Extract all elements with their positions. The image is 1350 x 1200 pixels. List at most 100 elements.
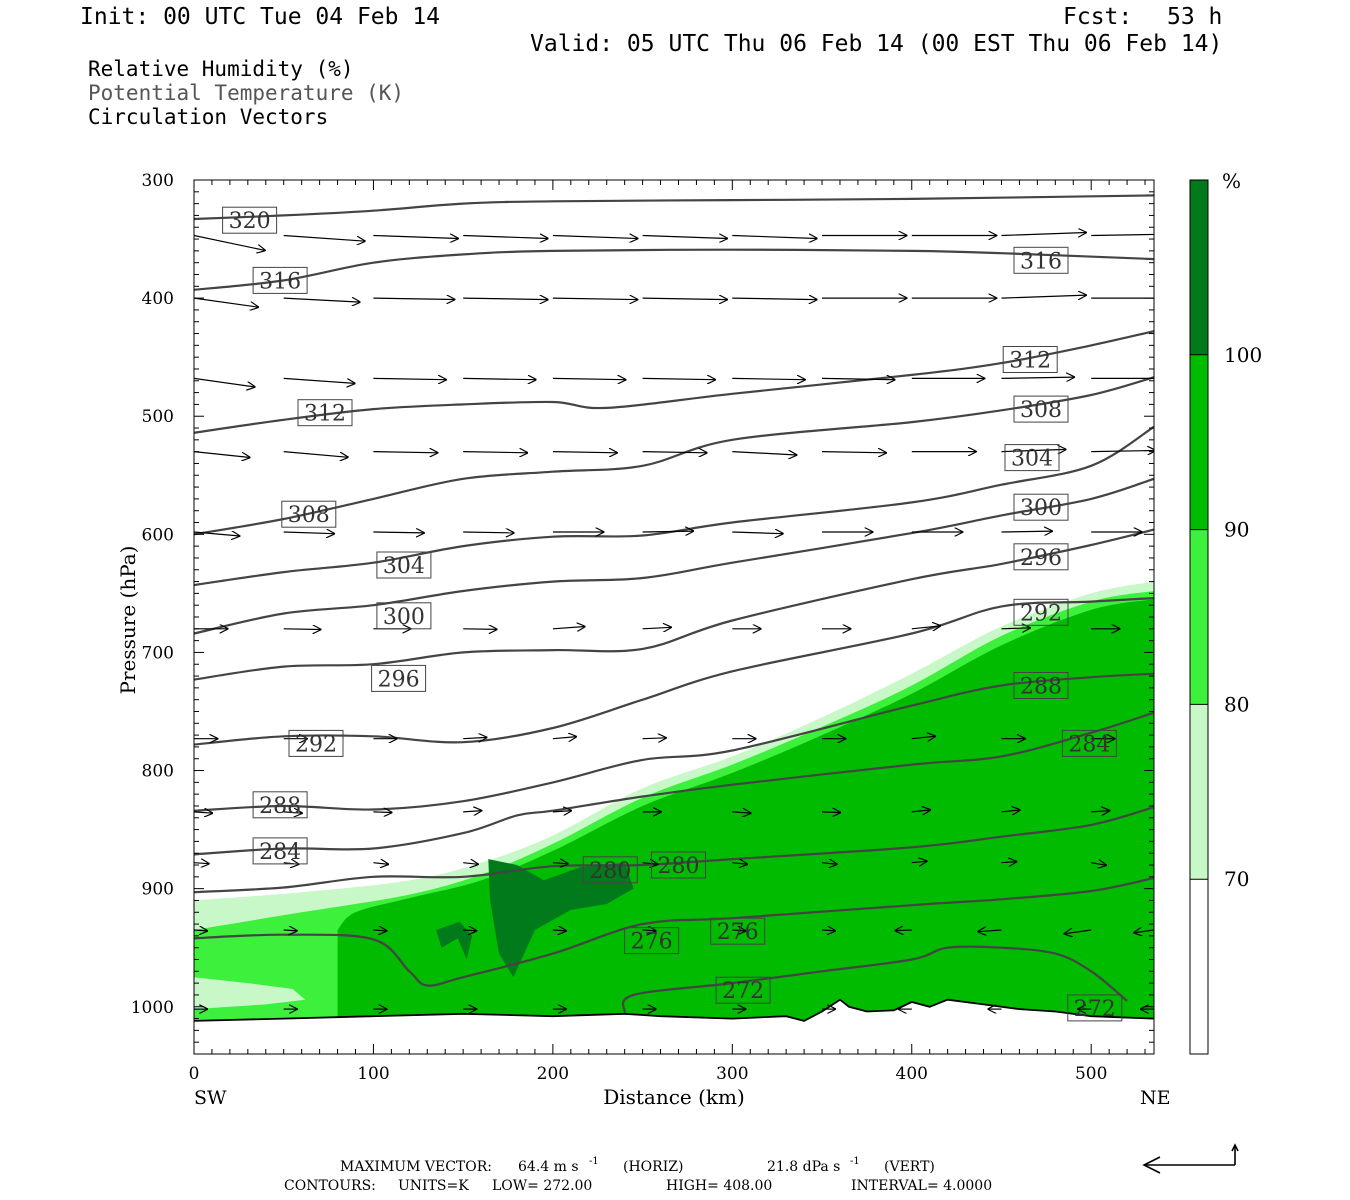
theta-label-276: 276 [710, 917, 766, 945]
vector-arrow [642, 863, 658, 865]
theta-contour-labels: 320 316 316 312 312 308 308 304 304 300 300 296 296 2… [222, 206, 1123, 1022]
vector-arrow [463, 378, 536, 379]
vector-arrow [283, 234, 366, 242]
vector-arrow [1001, 628, 1031, 629]
vector-arrow [373, 236, 458, 239]
theta-label-284: 284 [1061, 729, 1117, 757]
theta-label-box [1061, 729, 1117, 757]
vector-arrow [373, 812, 392, 813]
theta-contour-272 [621, 945, 1128, 1014]
theta-label-304: 304 [1004, 444, 1060, 472]
init-time: Init: 00 UTC Tue 04 Feb 14 [80, 4, 441, 30]
vector-arrow [552, 863, 568, 864]
theta-label-296: 296 [371, 664, 427, 692]
vector-arrow [283, 451, 349, 458]
max-horiz-value: 64.4 m s [518, 1159, 579, 1175]
y-tick-label: 700 [142, 643, 174, 663]
theta-contour-296 [194, 528, 1154, 681]
theta-label-box [715, 976, 771, 1004]
vector-arrow [821, 863, 837, 865]
rh-blob-1 [488, 859, 634, 978]
theta-label-272: 272 [715, 976, 771, 1004]
colorbar-band-70 [1190, 704, 1208, 880]
colorbar-band-100 [1190, 180, 1208, 355]
theta-label-308: 308 [1013, 395, 1069, 423]
theta-label-box [1013, 672, 1069, 699]
theta-label-text: 300 [1020, 496, 1062, 521]
theta-contour-320 [194, 194, 1154, 221]
theta-label-288: 288 [1013, 672, 1069, 700]
vector-arrow [283, 930, 298, 931]
vector-arrow [552, 452, 618, 453]
y-tick-label: 900 [142, 880, 174, 900]
rh-patch-low-left [194, 977, 306, 1010]
theta-label-text: 316 [1020, 249, 1062, 274]
theta-label-text: 320 [229, 209, 271, 234]
vector-arrow [463, 811, 482, 812]
vector-arrow [732, 378, 805, 379]
vector-arrow [642, 627, 672, 629]
vector-arrow [552, 627, 585, 629]
theta-label-300: 300 [376, 602, 432, 630]
theta-label-292: 292 [288, 729, 344, 757]
colorbar-label: 70 [1224, 867, 1249, 891]
theta-label-text: 292 [1020, 601, 1062, 626]
theta-label-box [1067, 994, 1123, 1022]
theta-label-308: 308 [281, 500, 337, 528]
theta-label-box [252, 791, 308, 819]
vector-arrow [895, 930, 912, 931]
vector-arrow [1001, 449, 1067, 451]
vector-arrow [463, 930, 477, 931]
reference-vector-icon [1142, 1143, 1239, 1174]
theta-label-box [376, 602, 432, 630]
rh-shading [194, 581, 1154, 1054]
vector-arrow [732, 812, 751, 813]
vector-arrow [463, 629, 497, 630]
vector-arrow [978, 930, 1002, 932]
theta-label-text: 272 [1074, 997, 1116, 1022]
vector-arrow [1091, 451, 1154, 452]
legend-theta: Potential Temperature (K) [88, 81, 405, 105]
theta-label-text: 280 [589, 859, 631, 884]
theta-label-316: 316 [252, 266, 308, 294]
vector-arrow [194, 532, 240, 536]
vector-arrow [911, 626, 941, 629]
theta-label-box [624, 927, 680, 955]
vector-arrow [911, 736, 936, 739]
theta-label-text: 296 [378, 667, 420, 692]
colorbar-band-80 [1190, 529, 1208, 705]
contours-low: LOW= 272.00 [492, 1178, 592, 1194]
vector-arrow [463, 452, 528, 453]
vector-arrow [642, 236, 728, 239]
x-axis-label: Distance (km) [603, 1085, 745, 1109]
theta-contour-304 [194, 425, 1154, 587]
vector-arrow [732, 298, 817, 300]
theta-label-text: 276 [631, 930, 673, 955]
max-horiz-tag: (HORIZ) [623, 1159, 683, 1175]
vector-arrow [373, 532, 424, 533]
vector-arrow [552, 737, 577, 739]
vector-arrow [194, 377, 255, 387]
colorbar-unit: % [1222, 169, 1241, 193]
theta-label-box [710, 917, 766, 945]
vector-arrow [194, 863, 209, 864]
vector-arrow [194, 930, 208, 931]
theta-contour-312 [194, 330, 1154, 434]
theta-label-box [376, 551, 432, 579]
vector-arrow [1153, 862, 1154, 864]
vector-arrow [373, 452, 438, 453]
vector-arrow [283, 532, 335, 534]
max-vert-tag: (VERT) [884, 1159, 935, 1175]
vector-arrow [1091, 811, 1110, 812]
vector-arrow [911, 861, 927, 863]
vector-arrow [642, 738, 667, 739]
y-axis-label: Pressure (hPa) [116, 546, 140, 695]
x-end-right-label: NE [1140, 1087, 1171, 1109]
vector-arrow [1001, 810, 1021, 812]
vector-arrow [1091, 233, 1154, 237]
vector-arrow [642, 930, 657, 931]
y-tick-label: 600 [142, 525, 174, 545]
vector-arrow [732, 532, 783, 534]
max-vector-label: MAXIMUM VECTOR: [340, 1159, 492, 1175]
theta-contour-280 [194, 806, 1154, 894]
